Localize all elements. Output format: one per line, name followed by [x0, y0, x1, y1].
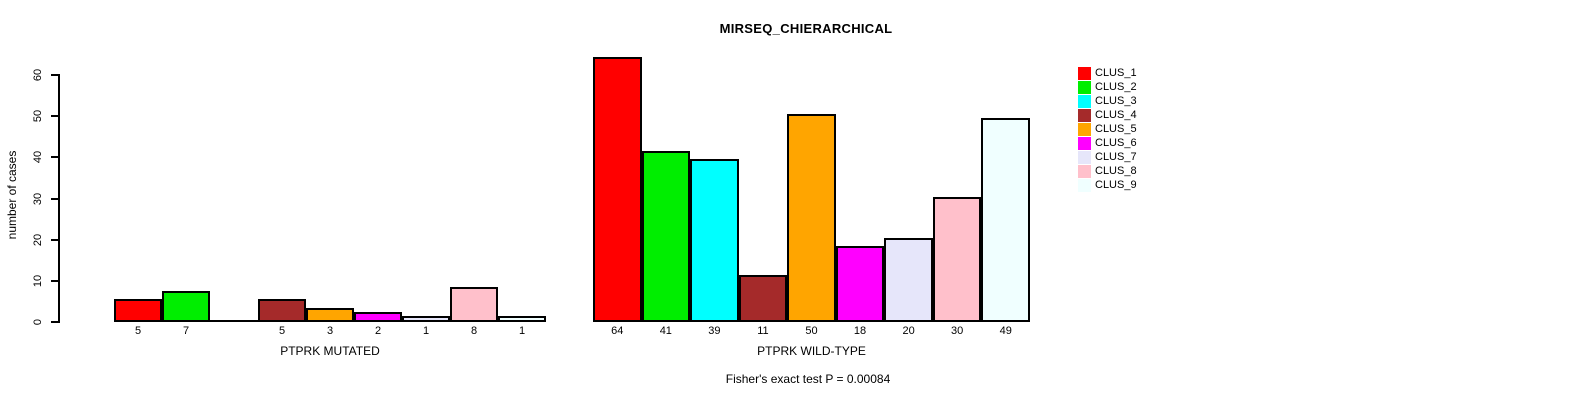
y-tick-label: 60 [32, 68, 44, 82]
legend-swatch [1078, 80, 1091, 94]
bar-value-label: 7 [182, 325, 190, 337]
legend-item-clus_3: CLUS_3 [1078, 94, 1137, 108]
y-tick [51, 321, 59, 323]
bar-value-label: 18 [853, 325, 867, 337]
y-axis-line [58, 74, 60, 323]
legend-swatch [1078, 178, 1091, 192]
legend-item-clus_2: CLUS_2 [1078, 80, 1137, 94]
legend-swatch [1078, 94, 1091, 108]
y-tick [51, 238, 59, 241]
y-axis-title: number of cases [5, 150, 19, 240]
bar-clus_4 [738, 275, 788, 322]
legend-item-clus_9: CLUS_9 [1078, 178, 1137, 192]
bar-value-label: 1 [422, 325, 430, 337]
bar-value-label: 50 [805, 325, 818, 337]
x-axis-title-mutated: PTPRK MUTATED [280, 344, 380, 358]
bar-clus_8 [932, 197, 982, 322]
bar-clus_3 [690, 159, 739, 322]
bar-value-label: 41 [659, 325, 672, 337]
legend-label: CLUS_8 [1095, 164, 1137, 177]
legend-item-clus_6: CLUS_6 [1078, 136, 1137, 150]
legend-swatch [1078, 66, 1091, 80]
bar-clus_2 [162, 291, 210, 322]
bar-value-label: 39 [708, 325, 721, 337]
x-axis-title-wild-type: PTPRK WILD-TYPE [757, 344, 866, 358]
bar-clus_6 [835, 246, 885, 322]
y-tick-label: 30 [32, 192, 44, 205]
y-tick [51, 115, 59, 118]
bar-clus_1 [593, 57, 642, 322]
bar-clus_2 [641, 151, 691, 322]
bar-value-label: 3 [326, 325, 334, 337]
y-tick [51, 156, 59, 159]
y-tick-label: 20 [32, 233, 44, 246]
legend-label: CLUS_7 [1095, 150, 1137, 163]
bar-value-label: 64 [611, 325, 624, 337]
legend-label: CLUS_9 [1095, 178, 1137, 191]
y-tick [51, 197, 59, 200]
bar-clus_4 [258, 299, 306, 322]
bar-clus_5 [787, 114, 836, 322]
legend-swatch [1078, 150, 1091, 164]
bar-value-label: 8 [470, 325, 478, 337]
bar-clus_9 [498, 316, 546, 322]
bar-value-label: 1 [518, 325, 526, 337]
legend-item-clus_4: CLUS_4 [1078, 108, 1137, 122]
legend-label: CLUS_5 [1095, 122, 1137, 135]
fisher-test-annotation: Fisher's exact test P = 0.00084 [725, 372, 891, 386]
y-tick-label: 40 [32, 151, 44, 164]
bar-clus_8 [450, 287, 498, 322]
bar-clus_7 [884, 238, 933, 322]
bar-value-label: 5 [278, 325, 286, 337]
legend-swatch [1078, 108, 1091, 122]
legend-label: CLUS_1 [1095, 66, 1137, 79]
bar-clus_6 [354, 312, 402, 322]
chart-title: MIRSEQ_CHIERARCHICAL [719, 21, 893, 36]
y-tick [51, 279, 59, 282]
y-tick-label: 50 [32, 110, 44, 123]
legend-item-clus_8: CLUS_8 [1078, 164, 1137, 178]
bar-clus_7 [402, 316, 450, 322]
y-tick-label: 0 [32, 318, 44, 326]
cluster-legend: CLUS_1 CLUS_2 CLUS_3 CLUS_4 CLUS_5 CLUS_6 CLUS… [1078, 66, 1137, 192]
legend-label: CLUS_3 [1095, 94, 1137, 107]
bar-clus_9 [981, 118, 1030, 322]
legend-item-clus_7: CLUS_7 [1078, 150, 1137, 164]
bar-value-label: 49 [999, 325, 1012, 337]
legend-label: CLUS_6 [1095, 136, 1137, 149]
bar-group-ptprk-wild-type: PTPRK WILD-TYPE 64 41 39 11 50 18 20 30 49 [593, 0, 1030, 400]
bar-group-ptprk-mutated: PTPRK MUTATED 5 7 5 3 2 1 8 1 [114, 0, 546, 400]
bar-value-label: 11 [757, 325, 769, 337]
legend-swatch [1078, 122, 1091, 136]
bar-clus_1 [114, 299, 162, 322]
bar-value-label: 30 [951, 325, 964, 337]
legend-item-clus_5: CLUS_5 [1078, 122, 1137, 136]
legend-swatch [1078, 164, 1091, 178]
y-tick [51, 74, 59, 76]
legend-swatch [1078, 136, 1091, 150]
legend-label: CLUS_2 [1095, 80, 1137, 93]
bar-clus_5 [306, 308, 354, 322]
bar-value-label: 20 [902, 325, 915, 337]
bar-value-label: 5 [134, 325, 142, 337]
y-tick-label: 10 [32, 274, 44, 287]
legend-item-clus_1: CLUS_1 [1078, 66, 1137, 80]
bar-value-label: 2 [374, 325, 382, 337]
legend-label: CLUS_4 [1095, 108, 1137, 121]
